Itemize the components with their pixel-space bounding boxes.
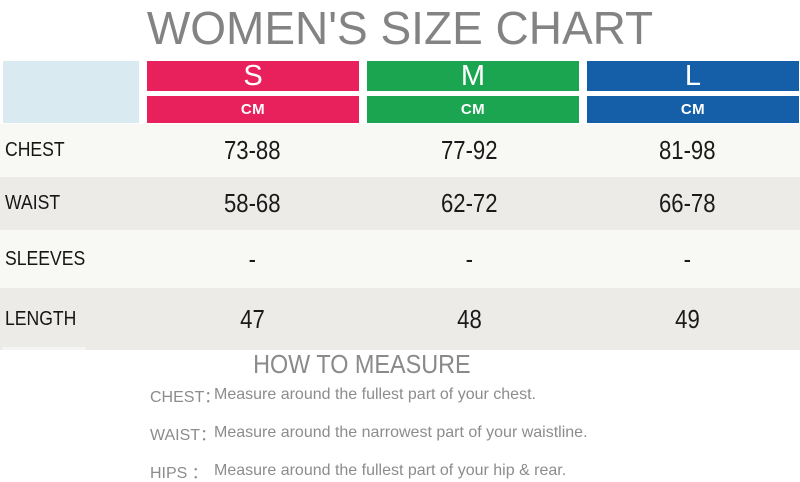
cell-value: 73-88 <box>223 135 281 165</box>
cell-value: 62-72 <box>441 188 498 218</box>
page-title-text: WOMEN'S SIZE CHART <box>146 2 654 54</box>
cell-value: - <box>683 243 691 274</box>
table-corner-cell <box>3 61 139 123</box>
cell-value: 48 <box>457 303 483 334</box>
table-row-sleeves: SLEEVES - - - <box>0 230 800 288</box>
measure-text: Measure around the fullest part of your … <box>214 462 567 479</box>
measure-label: WAIST： <box>150 427 217 444</box>
cell-sleeves-m: - <box>365 244 575 275</box>
cell-waist-m: 62-72 <box>365 188 575 219</box>
unit-cell-m: CM <box>367 96 579 123</box>
row-label: WAIST <box>3 192 139 215</box>
cell-waist-l: 66-78 <box>582 188 792 219</box>
table-row-waist: WAIST 58-68 62-72 66-78 <box>0 177 800 230</box>
cell-value: 66-78 <box>658 188 716 218</box>
cell-chest-s: 73-88 <box>147 135 357 166</box>
how-to-measure-title-text: HOW TO MEASURE <box>253 349 471 379</box>
row-label: CHEST <box>3 139 139 162</box>
measure-label: CHEST： <box>150 389 221 406</box>
measure-text: Measure around the fullest part of your … <box>214 386 536 403</box>
cell-length-s: 47 <box>147 304 357 335</box>
column-s: S CM <box>147 60 359 123</box>
measure-line-waist: WAIST： Measure around the narrowest part… <box>150 414 588 452</box>
measure-line-chest: CHEST： Measure around the fullest part o… <box>150 376 574 414</box>
column-l: L CM <box>587 60 799 123</box>
row-label-text: LENGTH <box>5 307 77 330</box>
measure-label: HIPS ： <box>150 465 208 482</box>
unit-cell-s: CM <box>147 96 359 123</box>
size-header-s: S <box>147 60 359 92</box>
table-row-chest: CHEST 73-88 77-92 81-98 <box>0 124 800 177</box>
cell-value: - <box>248 243 256 274</box>
cell-value: 77-92 <box>441 135 498 165</box>
row-label-text: SLEEVES <box>5 247 86 270</box>
how-to-measure-section: HOW TO MEASURE CHEST： Measure around the… <box>0 350 800 482</box>
row-label: SLEEVES <box>3 248 139 271</box>
row-label-text: CHEST <box>5 139 65 161</box>
cell-chest-m: 77-92 <box>365 135 575 166</box>
measure-line-hips: HIPS ： Measure around the fullest part o… <box>150 452 574 482</box>
size-table-body: CHEST 73-88 77-92 81-98 WAIST 58-68 62-7… <box>0 124 800 350</box>
size-header-m: M <box>367 60 579 92</box>
cell-value: 47 <box>239 303 265 334</box>
cell-length-l: 49 <box>582 304 792 335</box>
cell-waist-s: 58-68 <box>147 188 357 219</box>
page-title: WOMEN'S SIZE CHART <box>0 0 800 57</box>
cell-value: 58-68 <box>223 188 281 218</box>
row-label-text: WAIST <box>5 192 61 214</box>
cell-sleeves-l: - <box>582 244 792 275</box>
row-label: LENGTH <box>3 308 139 331</box>
how-to-measure-title: HOW TO MEASURE <box>150 349 574 379</box>
cell-sleeves-s: - <box>147 244 357 275</box>
size-table-header: S CM M CM L CM <box>3 60 800 123</box>
unit-cell-l: CM <box>587 96 799 123</box>
measure-instructions: HOW TO MEASURE CHEST： Measure around the… <box>150 349 588 482</box>
cell-chest-l: 81-98 <box>582 135 792 166</box>
size-header-l: L <box>587 60 799 92</box>
measure-text: Measure around the narrowest part of you… <box>214 424 588 441</box>
cell-length-m: 48 <box>365 304 575 335</box>
cell-value: 81-98 <box>658 135 716 165</box>
column-m: M CM <box>367 60 579 123</box>
cell-value: 49 <box>674 303 700 334</box>
table-row-length: LENGTH 47 48 49 <box>0 288 800 350</box>
cell-value: - <box>466 243 474 274</box>
